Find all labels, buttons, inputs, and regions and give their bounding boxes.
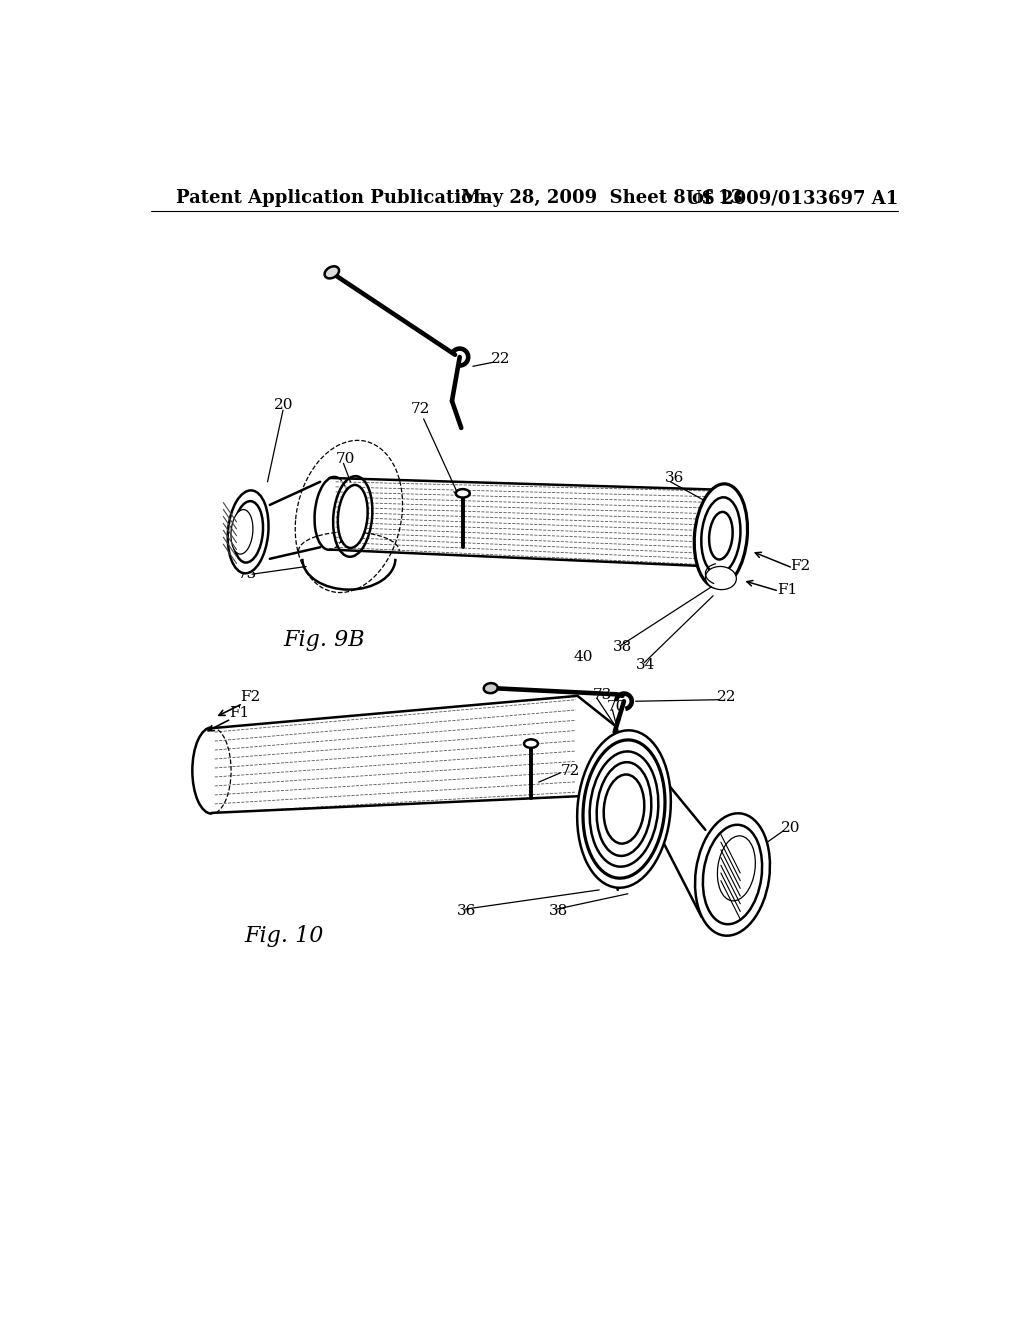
Text: 72: 72 (560, 763, 580, 777)
Text: 38: 38 (549, 904, 568, 919)
Text: F1: F1 (228, 706, 249, 719)
Ellipse shape (456, 490, 470, 498)
Text: Fig. 10: Fig. 10 (245, 925, 324, 948)
Ellipse shape (338, 484, 368, 548)
Text: 40: 40 (573, 651, 593, 664)
Ellipse shape (709, 512, 732, 560)
Ellipse shape (227, 491, 268, 573)
Text: 70: 70 (336, 451, 355, 466)
Text: US 2009/0133697 A1: US 2009/0133697 A1 (686, 190, 898, 207)
Text: 38: 38 (612, 640, 632, 655)
Ellipse shape (695, 813, 770, 936)
Text: 22: 22 (490, 351, 510, 366)
Text: 73: 73 (593, 688, 612, 702)
Text: 20: 20 (273, 397, 293, 412)
Ellipse shape (583, 741, 665, 878)
Ellipse shape (694, 484, 748, 587)
Text: 36: 36 (458, 904, 477, 919)
Text: Fig. 9B: Fig. 9B (283, 628, 365, 651)
Ellipse shape (701, 498, 740, 574)
Ellipse shape (231, 510, 253, 554)
Text: 22: 22 (717, 690, 736, 705)
Text: 34: 34 (636, 659, 655, 672)
Text: 20: 20 (781, 821, 801, 836)
Ellipse shape (578, 730, 671, 888)
Text: May 28, 2009  Sheet 8 of 13: May 28, 2009 Sheet 8 of 13 (461, 190, 743, 207)
Text: 70: 70 (607, 701, 627, 714)
Ellipse shape (706, 566, 736, 590)
Text: F1: F1 (777, 582, 798, 597)
Ellipse shape (702, 825, 762, 924)
Ellipse shape (524, 739, 538, 748)
Text: F2: F2 (241, 690, 261, 705)
Ellipse shape (597, 762, 651, 855)
Ellipse shape (483, 684, 498, 693)
Ellipse shape (590, 751, 658, 867)
Ellipse shape (325, 267, 339, 279)
Text: Patent Application Publication: Patent Application Publication (176, 190, 486, 207)
Ellipse shape (604, 775, 644, 843)
Text: 72: 72 (411, 401, 430, 416)
Ellipse shape (233, 502, 263, 562)
Text: 73: 73 (238, 568, 257, 581)
Ellipse shape (718, 836, 756, 900)
Text: 36: 36 (665, 471, 684, 484)
Text: F2: F2 (791, 560, 811, 573)
